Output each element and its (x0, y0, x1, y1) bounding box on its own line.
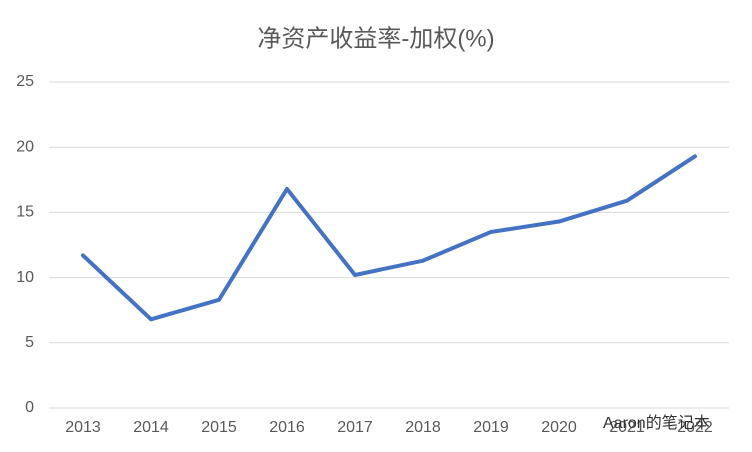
x-tick-label: 2020 (541, 419, 577, 436)
x-tick-label: 2017 (337, 419, 373, 436)
y-tick-label: 15 (16, 204, 34, 221)
x-tick-label: 2014 (133, 419, 169, 436)
x-tick-label: 2019 (473, 419, 509, 436)
y-tick-label: 20 (16, 138, 34, 155)
x-tick-label: 2021 (609, 419, 645, 436)
y-tick-label: 25 (16, 73, 34, 90)
y-tick-label: 10 (16, 269, 34, 286)
x-tick-label: 2016 (269, 419, 305, 436)
x-tick-label: 2013 (65, 419, 101, 436)
y-tick-label: 5 (25, 334, 34, 351)
y-tick-label: 0 (25, 399, 34, 416)
x-tick-label: 2018 (405, 419, 441, 436)
x-tick-label: 2022 (677, 419, 713, 436)
watermark: Aaron的笔记本 (603, 414, 710, 432)
chart-title: 净资产收益率-加权(%) (257, 25, 494, 52)
x-tick-label: 2015 (201, 419, 237, 436)
data-line (81, 154, 697, 322)
